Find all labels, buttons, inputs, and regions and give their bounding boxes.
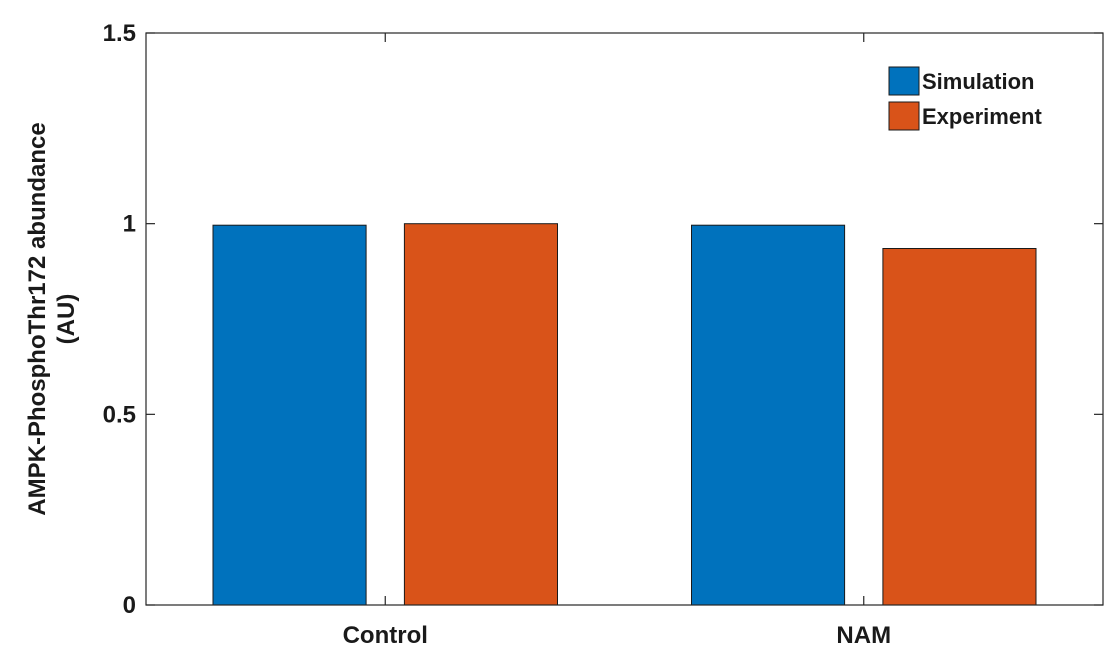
legend-swatch-experiment xyxy=(888,101,920,131)
legend-label-experiment: Experiment xyxy=(922,104,1042,129)
labels-layer: Control NAM 0 0.5 1 1.5 xyxy=(103,20,891,649)
legend: Simulation Experiment xyxy=(888,66,1042,131)
y-axis-label-line1: AMPK-PhosphoThr172 abundance xyxy=(24,122,51,515)
bar-control-experiment xyxy=(403,223,558,606)
y-tick-label: 1 xyxy=(123,211,136,238)
bar-nam-experiment xyxy=(882,248,1037,606)
y-tick-label: 0.5 xyxy=(103,401,136,428)
y-tick-label: 0 xyxy=(123,592,136,619)
bars-layer xyxy=(212,223,1037,606)
y-tick-label: 1.5 xyxy=(103,20,136,47)
bar-control-simulation xyxy=(212,224,367,606)
y-axis-label-line2: (AU) xyxy=(53,294,80,345)
bar-nam-simulation xyxy=(691,224,846,606)
plot-area-frame xyxy=(145,32,1104,606)
legend-label-simulation: Simulation xyxy=(922,69,1034,94)
legend-swatch-simulation xyxy=(888,66,920,96)
x-tick-label: Control xyxy=(343,622,428,649)
x-tick-label: NAM xyxy=(836,622,891,649)
ticks-layer xyxy=(146,32,1103,606)
